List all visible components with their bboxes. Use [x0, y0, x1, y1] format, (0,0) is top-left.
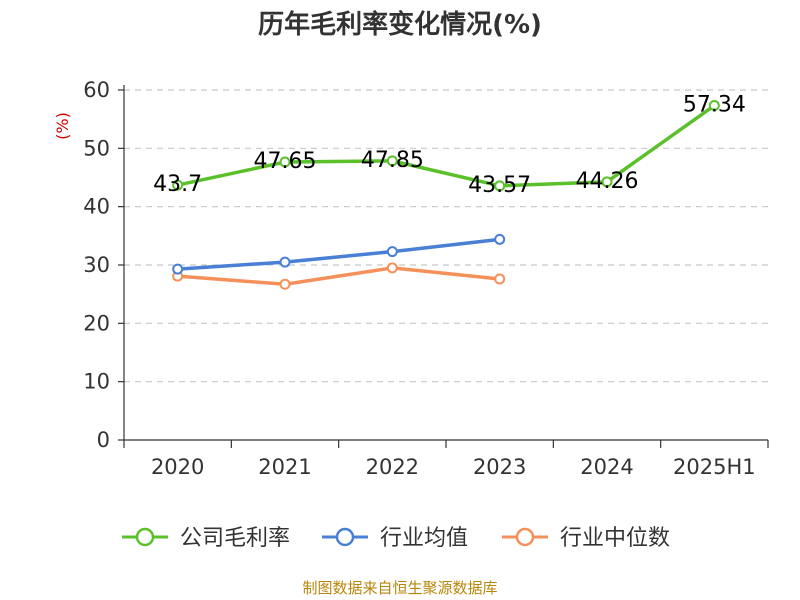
data-point: [172, 179, 184, 191]
x-tick-label: 2025H1: [673, 455, 756, 479]
chart-title: 历年毛利率变化情况(%): [258, 9, 542, 40]
y-tick-label: 0: [97, 428, 110, 452]
data-point: [172, 263, 184, 275]
legend-label: 行业均值: [380, 526, 468, 551]
data-label: 43.57: [468, 173, 531, 198]
x-tick-label: 2021: [258, 455, 311, 479]
legend-marker: [335, 527, 355, 547]
source-note: 制图数据来自恒生聚源数据库: [302, 579, 497, 597]
data-point: [279, 156, 291, 168]
grid-lines: [124, 89, 768, 383]
series-line-2: [177, 266, 500, 286]
data-point: [386, 155, 398, 167]
data-point: [601, 176, 613, 188]
legend-label: 公司毛利率: [180, 526, 290, 551]
y-tick-label: 50: [83, 136, 110, 160]
legend-marker: [515, 527, 535, 547]
x-tick-label: 2024: [580, 455, 633, 479]
x-tick-label: 2022: [366, 455, 419, 479]
series-group: [172, 100, 720, 290]
data-point: [386, 262, 398, 274]
data-labels: 43.7 47.65 47.85 43.57 44.26 57.34: [153, 93, 746, 198]
data-label: 57.34: [683, 93, 746, 118]
y-tick-label: 40: [83, 195, 110, 219]
data-point: [494, 233, 506, 245]
y-tick-label: 60: [83, 78, 110, 102]
data-point: [279, 256, 291, 268]
axes: 0 10 20 30 40 50 60 2020 2021 2022 2023 2024 2025H1: [83, 78, 769, 479]
data-point: [708, 100, 720, 112]
x-tick-label: 2020: [151, 455, 204, 479]
legend: 公司毛利率 行业均值 行业中位数: [122, 526, 670, 551]
data-label: 47.85: [361, 148, 424, 173]
y-tick-label: 10: [83, 370, 110, 394]
data-label: 43.7: [153, 172, 202, 197]
series-line-1: [177, 237, 500, 271]
y-axis-unit: (%): [53, 112, 72, 140]
data-point: [494, 273, 506, 285]
data-label: 47.65: [254, 149, 317, 174]
data-point: [279, 278, 291, 290]
y-tick-label: 20: [83, 311, 110, 335]
series-line-0: [177, 104, 716, 188]
data-point: [386, 246, 398, 258]
data-label: 44.26: [576, 169, 639, 194]
y-tick-label: 30: [83, 253, 110, 277]
data-point: [494, 180, 506, 192]
legend-label: 行业中位数: [560, 526, 670, 551]
legend-marker: [135, 527, 155, 547]
x-tick-label: 2023: [473, 455, 526, 479]
